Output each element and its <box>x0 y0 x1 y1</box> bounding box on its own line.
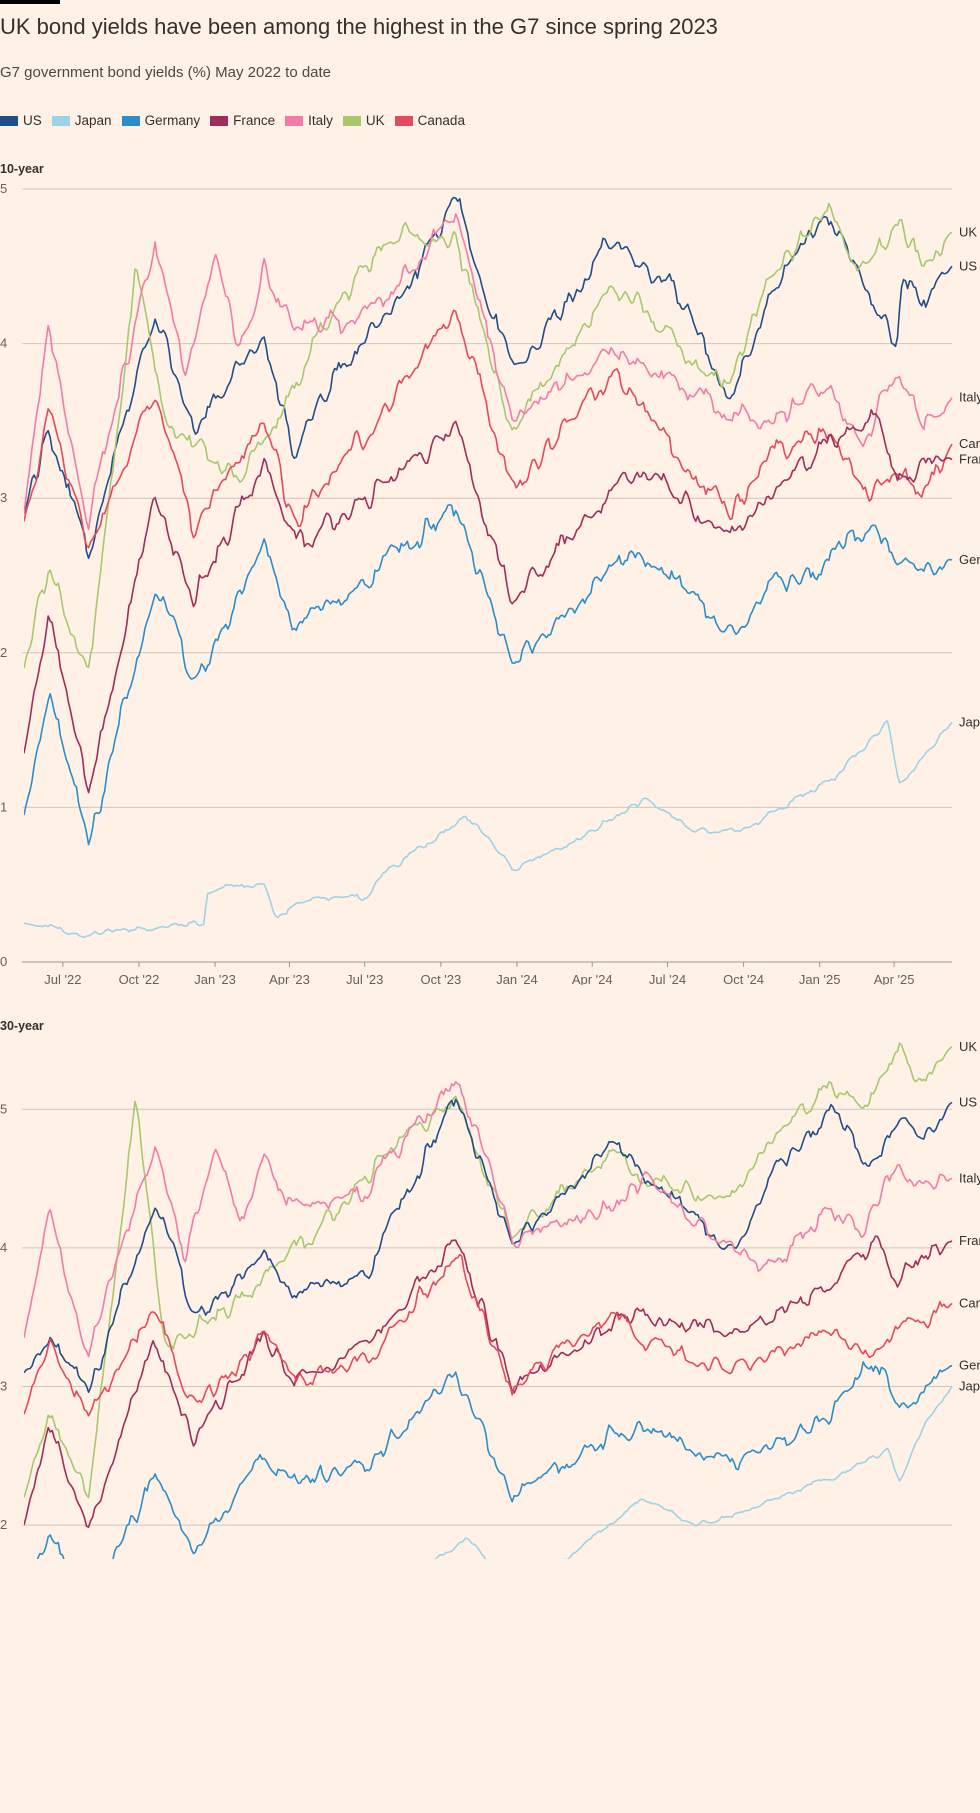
legend-swatch <box>121 115 140 126</box>
chart-title: UK bond yields have been among the highe… <box>0 14 718 39</box>
legend-swatch <box>51 115 70 126</box>
legend-item-germany: Germany <box>121 113 201 128</box>
ten-year-chart: 10-year 0 1 2 3 4 5 US UK Italy CanadaFrance German… <box>0 162 980 985</box>
series-line-italy <box>24 213 953 531</box>
legend-item-us: US <box>0 113 42 128</box>
thirty-year-chart: 30-year 2 3 4 5 UK US Italy France Canada Germany J… <box>0 1019 980 1559</box>
end-label-uk: UK <box>959 1039 977 1054</box>
series-group <box>24 196 953 938</box>
legend-item-uk: UK <box>342 113 385 128</box>
legend-item-italy: Italy <box>285 113 333 128</box>
end-label-canada: Canada <box>959 436 980 451</box>
legend-label: Germany <box>144 113 201 128</box>
legend-label: Japan <box>74 113 112 128</box>
y-tick-label: 1 <box>0 799 7 814</box>
legend-swatch <box>394 115 413 126</box>
x-tick-label: Jul '24 <box>649 972 686 985</box>
y-tick-label: 3 <box>0 1379 7 1394</box>
x-tick-label: Jul '23 <box>346 972 383 985</box>
series-line-germany <box>36 1361 953 1559</box>
series-line-germany <box>24 504 953 846</box>
x-tick-label: Apr '24 <box>572 972 613 985</box>
legend-item-japan: Japan <box>51 113 112 128</box>
x-tick-label: Apr '25 <box>874 972 915 985</box>
end-label-italy: Italy <box>959 390 980 405</box>
y-tick-label: 3 <box>0 490 7 505</box>
y-tick-label: 5 <box>0 181 7 196</box>
legend-swatch <box>285 115 304 126</box>
series-line-canada <box>24 1253 953 1417</box>
series-line-canada <box>24 309 953 549</box>
legend-item-canada: Canada <box>394 113 465 128</box>
end-label-germany: Germany <box>959 1358 980 1373</box>
y-tick-label: 4 <box>0 336 7 351</box>
x-tick-label: Jul '22 <box>44 972 81 985</box>
end-label-france: France <box>959 452 980 467</box>
series-line-france <box>24 409 953 794</box>
legend-swatch <box>0 115 18 126</box>
end-label-us: US <box>959 1094 977 1109</box>
legend-label: Canada <box>417 113 465 128</box>
legend-label: UK <box>365 113 385 128</box>
panel-label: 10-year <box>0 162 44 176</box>
legend-swatch <box>210 115 229 126</box>
end-label-japan: Japan <box>959 714 980 729</box>
end-label-uk: UK <box>959 224 977 239</box>
legend-label: Italy <box>308 113 333 128</box>
series-line-italy <box>24 1081 953 1358</box>
x-tick-label: Oct '23 <box>420 972 461 985</box>
legend-label: US <box>23 113 42 128</box>
legend-item-france: France <box>210 113 275 128</box>
series-line-uk <box>24 202 953 669</box>
x-tick-label: Oct '22 <box>119 972 160 985</box>
y-tick-label: 4 <box>0 1240 7 1255</box>
brand-bar <box>0 0 60 4</box>
end-label-japan: Japan <box>959 1379 980 1394</box>
legend-label: France <box>233 113 276 128</box>
series-line-japan <box>24 720 953 938</box>
end-label-italy: Italy <box>959 1171 980 1186</box>
series-line-japan <box>434 1386 953 1559</box>
series-line-us <box>24 1098 953 1393</box>
legend-swatch <box>342 115 361 126</box>
series-line-france <box>24 1235 953 1528</box>
y-tick-label: 5 <box>0 1101 7 1116</box>
series-line-uk <box>24 1042 953 1499</box>
series-line-us <box>24 196 953 560</box>
legend: US Japan Germany France Italy UK Canada <box>0 113 475 128</box>
chart-subtitle: G7 government bond yields (%) May 2022 t… <box>0 64 332 81</box>
panel-label: 30-year <box>0 1019 44 1033</box>
x-tick-label: Jan '24 <box>496 972 538 985</box>
x-tick-label: Oct '24 <box>723 972 764 985</box>
y-tick-label: 2 <box>0 1517 7 1532</box>
x-tick-label: Apr '23 <box>269 972 310 985</box>
x-tick-label: Jan '25 <box>799 972 841 985</box>
x-tick-label: Jan '23 <box>194 972 236 985</box>
end-label-canada: Canada <box>959 1295 980 1310</box>
y-tick-label: 2 <box>0 645 7 660</box>
end-label-us: US <box>959 258 977 273</box>
series-group <box>24 1042 953 1559</box>
y-tick-label: 0 <box>0 954 7 969</box>
end-label-germany: Germany <box>959 552 980 567</box>
end-label-france: France <box>959 1233 980 1248</box>
